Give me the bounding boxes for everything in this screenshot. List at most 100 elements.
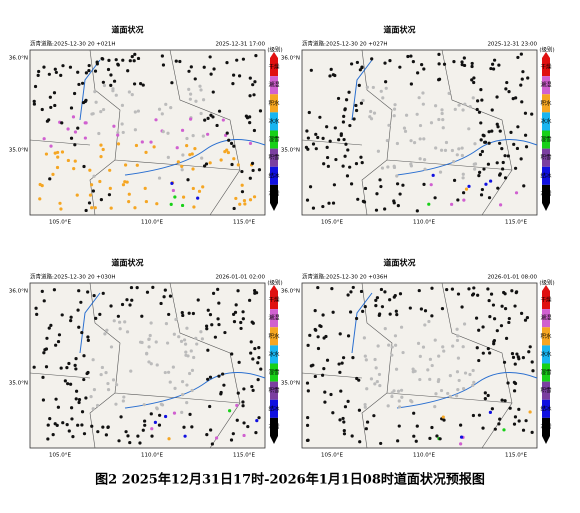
station [309,68,313,72]
station [472,286,476,290]
station [371,85,375,90]
station [163,370,167,375]
station [305,129,309,133]
station [242,433,246,438]
station [86,338,90,342]
station [507,90,511,94]
station [344,98,349,102]
station [360,65,364,70]
station [368,115,372,119]
station [226,150,231,155]
station [234,196,238,201]
station [92,388,97,392]
station [201,185,205,189]
station [105,328,109,332]
station [429,183,433,187]
station [157,423,162,427]
station [347,90,351,94]
station [306,147,310,151]
station [479,138,483,142]
station [242,198,247,203]
station [486,287,490,291]
valid-time: 2026-01-01 02:00 [215,275,265,281]
station [517,407,521,411]
station [170,81,174,85]
station [240,190,245,194]
station [161,63,166,67]
station [76,423,80,427]
station [460,146,464,150]
station [467,127,471,131]
station [248,115,252,119]
station [133,110,137,114]
station [471,96,475,100]
legend-label: 积水 [268,332,280,340]
station [497,422,501,426]
station [101,147,105,152]
station [248,176,252,180]
station [400,395,404,399]
station [99,110,103,114]
station [74,397,78,401]
station [112,79,117,83]
colorbar-segment [270,166,278,185]
station [479,121,483,125]
station [463,102,467,106]
station [489,179,493,183]
station [209,428,213,432]
station [252,93,256,97]
station [223,150,227,154]
station [209,113,213,117]
station [210,442,214,446]
station [365,420,370,424]
station [420,63,424,67]
station [224,133,228,137]
station [230,162,234,167]
station [343,405,348,409]
station [32,102,36,106]
station [512,380,516,384]
station [49,323,53,327]
station [227,138,231,142]
station [130,54,134,59]
station [204,162,209,166]
station [199,111,203,116]
station [201,98,206,102]
station [73,130,78,134]
station [409,54,413,58]
station [472,80,476,85]
station [503,154,507,158]
station [116,62,120,66]
station [438,170,443,174]
station [393,343,398,347]
station [314,132,318,136]
colorbar-segment [270,363,278,382]
station [202,65,206,69]
station [179,339,184,343]
station [468,105,472,109]
station [492,338,497,343]
station [321,373,325,377]
station [481,325,485,329]
station [93,69,98,73]
station [217,109,222,113]
station [483,140,487,144]
station [364,427,368,431]
station [166,341,170,345]
station [45,336,49,340]
colorbar-tip [270,52,278,58]
station [94,100,98,104]
station [430,363,434,368]
station [322,162,326,166]
station [67,361,71,366]
station [516,55,520,60]
station [83,99,87,104]
station [92,293,96,298]
station [248,198,253,202]
station [450,202,454,206]
station [101,107,106,112]
station [251,321,255,325]
run-label: 沥青道路:2025-12-30 20 +036H [302,273,388,281]
station [388,298,392,302]
